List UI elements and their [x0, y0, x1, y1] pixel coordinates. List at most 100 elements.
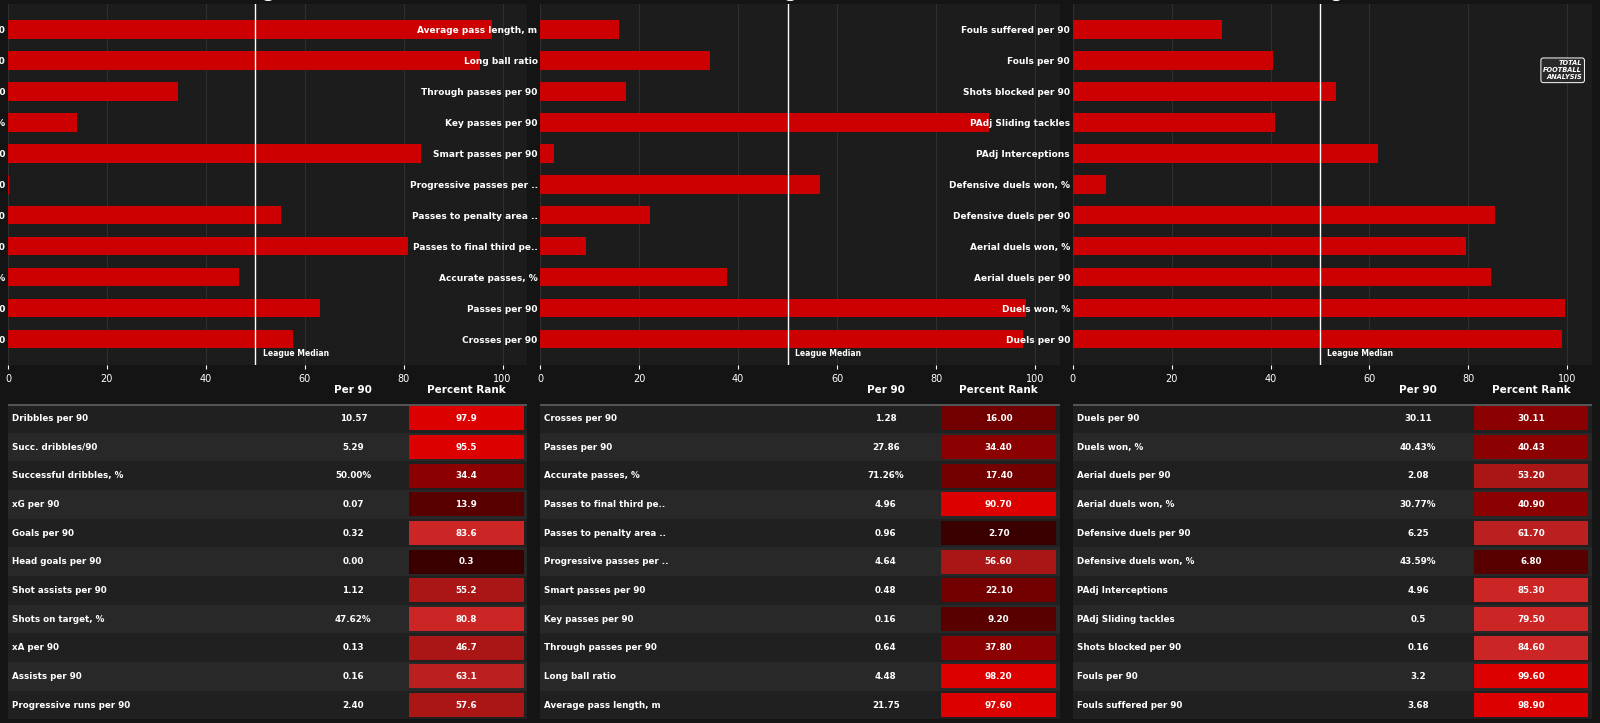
Text: Dribbles per 90: Dribbles per 90	[13, 414, 88, 423]
Bar	[8, 433, 528, 461]
Text: 84.60: 84.60	[1517, 643, 1544, 652]
Bar	[1072, 82, 1336, 100]
Bar	[410, 693, 523, 717]
Bar	[541, 20, 619, 38]
Text: 0.16: 0.16	[1408, 643, 1429, 652]
Text: 6.80: 6.80	[1520, 557, 1542, 566]
Text: 98.20: 98.20	[986, 672, 1013, 681]
Bar	[541, 547, 1059, 576]
Bar	[941, 549, 1056, 573]
Bar	[8, 330, 293, 348]
Text: Passes to penalty area ..: Passes to penalty area ..	[544, 529, 667, 538]
Bar	[1474, 607, 1589, 631]
Bar	[541, 330, 1022, 348]
Text: Goals per 90: Goals per 90	[13, 529, 74, 538]
Bar	[941, 578, 1056, 602]
Bar	[541, 461, 1059, 490]
Bar	[1072, 461, 1592, 490]
Text: 27.86: 27.86	[872, 442, 899, 452]
Text: Passes to final third pe..: Passes to final third pe..	[544, 500, 666, 509]
Text: 17.40: 17.40	[984, 471, 1013, 480]
Text: 47.62%: 47.62%	[334, 615, 371, 623]
Text: 97.60: 97.60	[984, 701, 1013, 709]
Text: Average pass length, m: Average pass length, m	[544, 701, 661, 709]
Text: Duels won, %: Duels won, %	[1077, 442, 1142, 452]
Text: 43.59%: 43.59%	[1400, 557, 1437, 566]
Bar	[1072, 268, 1491, 286]
Text: 30.11: 30.11	[1405, 414, 1432, 423]
Text: 83.6: 83.6	[456, 529, 477, 538]
Bar	[8, 490, 528, 518]
Text: 3.2: 3.2	[1410, 672, 1426, 681]
Text: 40.43%: 40.43%	[1400, 442, 1437, 452]
Text: 4.64: 4.64	[875, 557, 896, 566]
Bar	[541, 82, 626, 100]
Text: Accurate passes, %: Accurate passes, %	[544, 471, 640, 480]
Bar	[1072, 206, 1494, 224]
Bar	[1072, 237, 1466, 255]
Bar	[541, 404, 1059, 406]
Text: Assists per 90: Assists per 90	[13, 672, 82, 681]
Text: Percent Rank: Percent Rank	[960, 385, 1038, 395]
Bar	[1474, 549, 1589, 573]
Text: 71.26%: 71.26%	[867, 471, 904, 480]
Text: Succ. dribbles/90: Succ. dribbles/90	[13, 442, 98, 452]
Bar	[8, 20, 493, 38]
Bar	[541, 518, 1059, 547]
Text: 34.40: 34.40	[984, 442, 1013, 452]
Text: 85.30: 85.30	[1517, 586, 1544, 595]
Text: 0.07: 0.07	[342, 500, 365, 509]
Text: 53.20: 53.20	[1517, 471, 1544, 480]
Bar	[1072, 690, 1592, 719]
Text: 37.80: 37.80	[986, 643, 1013, 652]
Bar	[941, 607, 1056, 631]
Text: PAdj Sliding tackles: PAdj Sliding tackles	[1077, 615, 1174, 623]
Text: 0.13: 0.13	[342, 643, 365, 652]
Text: 98.90: 98.90	[1517, 701, 1544, 709]
Bar	[8, 404, 528, 433]
Bar	[1072, 113, 1275, 132]
Bar	[941, 463, 1056, 487]
Text: 40.43: 40.43	[1517, 442, 1546, 452]
Bar	[1474, 636, 1589, 659]
Bar	[541, 113, 989, 132]
Text: Aerial duels per 90: Aerial duels per 90	[1077, 471, 1170, 480]
Text: 80.8: 80.8	[456, 615, 477, 623]
Bar	[541, 633, 1059, 662]
Bar	[1072, 20, 1221, 38]
Text: PAdj Interceptions: PAdj Interceptions	[1077, 586, 1168, 595]
Text: 63.1: 63.1	[456, 672, 477, 681]
Bar	[8, 144, 421, 163]
Bar	[8, 206, 282, 224]
Text: 40.90: 40.90	[1517, 500, 1544, 509]
Bar	[8, 113, 77, 132]
Text: League Median: League Median	[795, 348, 861, 358]
Bar	[541, 299, 1026, 317]
Text: 95.5: 95.5	[456, 442, 477, 452]
Text: 5.29: 5.29	[342, 442, 365, 452]
Text: 61.70: 61.70	[1517, 529, 1546, 538]
Bar	[941, 435, 1056, 459]
Text: 10.57: 10.57	[339, 414, 366, 423]
Text: 0.48: 0.48	[875, 586, 896, 595]
Text: 57.6: 57.6	[456, 701, 477, 709]
Bar	[8, 299, 320, 317]
Bar	[1474, 492, 1589, 516]
Text: 0.64: 0.64	[875, 643, 896, 652]
Bar	[541, 51, 710, 69]
Bar	[541, 175, 821, 194]
Bar	[541, 604, 1059, 633]
Bar	[541, 490, 1059, 518]
Text: 4.96: 4.96	[875, 500, 896, 509]
Text: Key passes per 90: Key passes per 90	[544, 615, 634, 623]
Bar	[1072, 662, 1592, 690]
Bar	[1072, 330, 1562, 348]
Text: 50.00%: 50.00%	[336, 471, 371, 480]
Bar	[941, 693, 1056, 717]
Text: 4.48: 4.48	[875, 672, 896, 681]
Bar	[1072, 576, 1592, 604]
Bar	[941, 636, 1056, 659]
Bar	[1474, 578, 1589, 602]
Bar	[541, 144, 554, 163]
Text: 22.10: 22.10	[984, 586, 1013, 595]
